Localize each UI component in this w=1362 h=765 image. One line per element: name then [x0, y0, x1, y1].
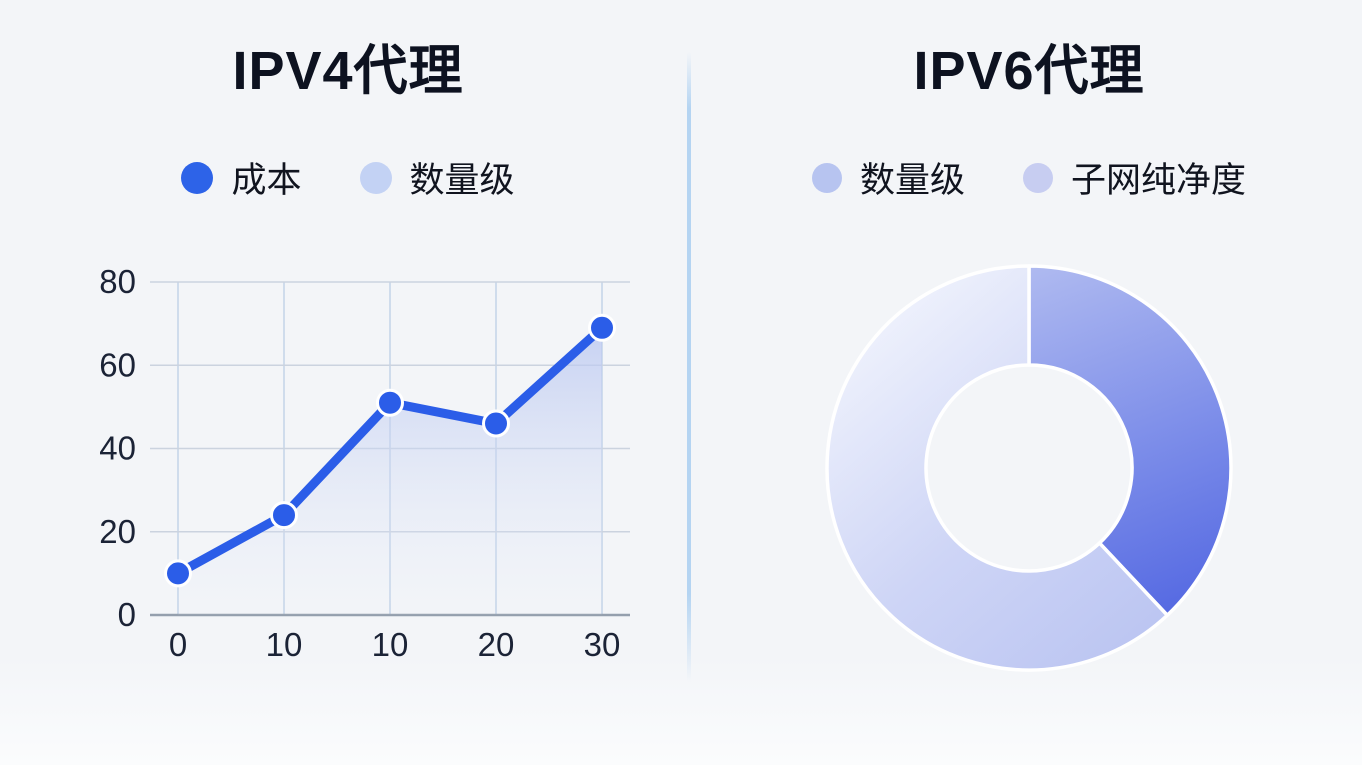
legend-label-magnitude: 数量级 [409, 161, 515, 201]
legend-item-magnitude: 数量级 [359, 152, 515, 203]
legend-item-cost: 成本 [181, 152, 302, 203]
legend-label-cost: 成本 [231, 161, 302, 201]
donut-slice-1 [825, 264, 1170, 672]
legend-dot-cost [181, 161, 214, 194]
legend-dot-magnitude [359, 161, 392, 194]
y-tick-label: 40 [99, 430, 136, 467]
panel-divider [687, 52, 691, 682]
ipv4-line-chart: 0 20 40 60 80 0 10 10 20 30 [99, 263, 630, 663]
ipv6-panel: IPV6代理 数量级 子网纯净度 [734, 40, 1324, 672]
legend-label-subnet-purity: 子网纯净度 [1071, 161, 1247, 201]
data-point [482, 409, 510, 438]
legend-dot-subnet-purity [1023, 162, 1053, 193]
y-tick-label: 0 [118, 596, 136, 633]
ipv4-legend: 成本 数量级 [42, 152, 654, 203]
y-tick-label: 20 [99, 513, 136, 550]
donut-slice-0 [1027, 264, 1233, 617]
y-tick-label: 60 [99, 346, 136, 383]
data-point [164, 559, 192, 588]
ipv6-donut-chart [825, 264, 1233, 672]
x-tick-label: 0 [169, 626, 187, 663]
legend-item-magnitude6: 数量级 [811, 152, 965, 203]
legend-label-magnitude6: 数量级 [859, 161, 965, 201]
ipv6-legend: 数量级 子网纯净度 [734, 152, 1324, 203]
cost-area [178, 327, 602, 615]
x-tick-label: 30 [584, 626, 621, 663]
data-point [376, 388, 404, 417]
data-point [588, 313, 616, 342]
ipv4-panel: IPV4代理 成本 数量级 0 20 40 60 80 0 10 10 20 30 [42, 40, 654, 663]
legend-dot-magnitude6 [811, 162, 842, 193]
y-tick-label: 80 [99, 263, 136, 300]
ipv4-title: IPV4代理 [232, 41, 464, 101]
x-tick-label: 10 [372, 626, 409, 663]
x-tick-label: 20 [478, 626, 515, 663]
x-tick-label: 10 [266, 626, 303, 663]
legend-item-subnet-purity: 子网纯净度 [1023, 152, 1246, 203]
ipv6-title: IPV6代理 [913, 41, 1145, 101]
data-point [270, 501, 298, 530]
